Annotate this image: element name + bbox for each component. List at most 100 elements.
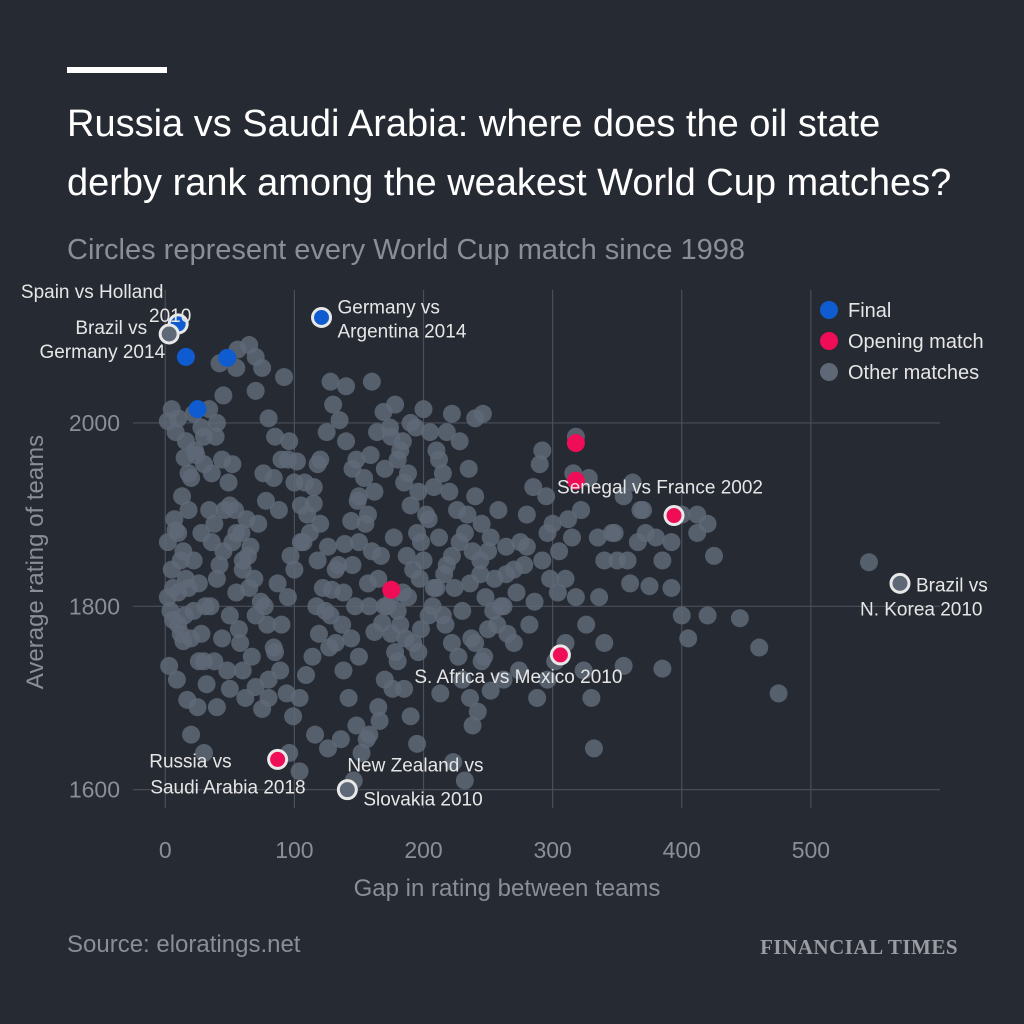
other-match-point [258, 615, 277, 634]
other-match-point [306, 725, 325, 744]
other-match-point [463, 542, 482, 561]
other-match-point [419, 606, 438, 625]
tick-labels: 0 100 200 300 400 500 1600 1800 2000 [69, 410, 830, 863]
other-match-point [369, 698, 388, 717]
other-match-point [330, 411, 349, 430]
other-match-point [169, 523, 188, 542]
other-match-point [524, 478, 543, 497]
other-match-point [750, 638, 769, 657]
other-match-point [210, 556, 229, 575]
other-match-point [410, 569, 429, 588]
highlight-label: Senegal vs France 2002 [557, 478, 763, 499]
other-match-point [435, 565, 454, 584]
legend-swatch-other [820, 363, 838, 381]
other-match-point [461, 688, 480, 707]
other-match-point [472, 514, 491, 533]
other-match-point [167, 670, 186, 689]
other-match-point [528, 688, 547, 707]
other-match-point [556, 569, 575, 588]
other-match-point [449, 647, 468, 666]
x-tick-label: 300 [533, 837, 571, 863]
highlight-label: 2010 [149, 306, 191, 327]
other-match-point [430, 528, 449, 547]
other-match-point [318, 739, 337, 758]
other-match-point [321, 372, 340, 391]
other-match-point [365, 622, 384, 641]
other-match-point [297, 666, 316, 685]
other-match-point [386, 643, 405, 662]
highlight-label: Brazil vs [916, 575, 988, 596]
other-match-point [213, 629, 232, 648]
other-match-point [231, 633, 250, 652]
final-match-point [218, 348, 237, 367]
other-match-point [179, 501, 198, 520]
other-match-point [397, 546, 416, 565]
other-match-point [538, 670, 557, 689]
highlight-point [267, 748, 289, 770]
highlight-label: S. Africa vs Mexico 2010 [414, 667, 622, 688]
other-match-point [437, 423, 456, 442]
other-match-point [200, 501, 219, 520]
other-match-point [322, 580, 341, 599]
other-match-point [161, 601, 180, 620]
other-match-point [202, 533, 221, 552]
other-match-point [173, 487, 192, 506]
y-tick-label: 1600 [69, 777, 120, 803]
other-match-point [515, 556, 534, 575]
x-axis-label: Gap in rating between teams [354, 875, 661, 902]
other-match-point [608, 551, 627, 570]
other-match-point [352, 743, 371, 762]
other-match-point [510, 661, 529, 680]
other-match-point [450, 533, 469, 552]
other-match-point [628, 533, 647, 552]
other-match-point [541, 569, 560, 588]
other-match-point [207, 698, 226, 717]
other-match-point [268, 574, 287, 593]
other-match-point [179, 464, 198, 483]
other-match-point [158, 588, 177, 607]
other-match-point [229, 620, 248, 639]
other-match-point [450, 432, 469, 451]
other-match-point [294, 533, 313, 552]
other-match-point [182, 725, 201, 744]
highlight-label: Germany 2014 [39, 342, 165, 363]
other-match-point [698, 606, 717, 625]
other-match-point [160, 656, 179, 675]
other-match-point [705, 546, 724, 565]
other-match-point [769, 684, 788, 703]
other-match-point [424, 478, 443, 497]
other-match-point [218, 661, 237, 680]
other-match-point [621, 574, 640, 593]
legend-swatch-opening [820, 332, 838, 350]
other-match-point [672, 606, 691, 625]
other-match-point [188, 698, 207, 717]
other-match-point [386, 395, 405, 414]
y-tick-label: 2000 [69, 410, 120, 436]
other-match-point [375, 459, 394, 478]
other-match-point [420, 423, 439, 442]
other-match-point [370, 711, 389, 730]
other-match-point [442, 633, 461, 652]
legend-label-other: Other matches [848, 362, 979, 384]
other-match-point [409, 482, 428, 501]
y-tick-label: 1800 [69, 593, 120, 619]
other-match-point [662, 533, 681, 552]
other-match-point [411, 620, 430, 639]
final-match-point [188, 400, 207, 419]
other-match-point [275, 368, 294, 387]
other-match-point [259, 688, 278, 707]
other-match-point [533, 551, 552, 570]
other-match-point [517, 537, 536, 556]
other-match-point [205, 514, 224, 533]
other-match-point [455, 771, 474, 790]
other-match-point [548, 583, 567, 602]
x-tick-label: 500 [792, 837, 830, 863]
highlight-point [663, 505, 685, 527]
highlight-point [336, 779, 358, 801]
other-match-point [380, 418, 399, 437]
other-match-point [590, 588, 609, 607]
title-accent-bar [67, 67, 167, 73]
other-match-point [463, 716, 482, 735]
